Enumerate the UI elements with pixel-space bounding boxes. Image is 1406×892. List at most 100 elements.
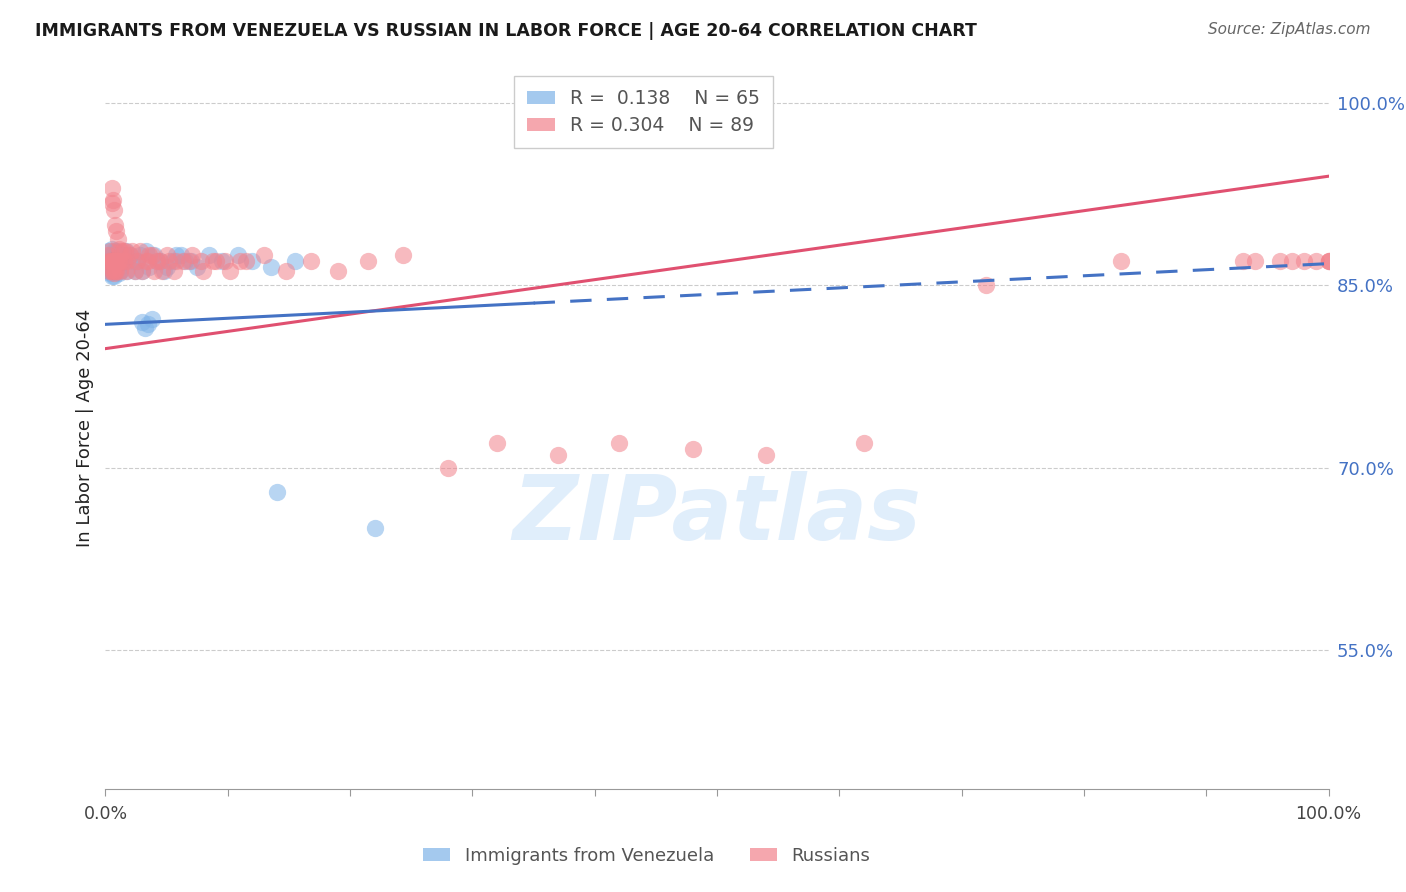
Point bbox=[156, 248, 179, 262]
Point bbox=[104, 264, 127, 278]
Point bbox=[198, 248, 221, 262]
Point bbox=[98, 264, 121, 278]
Point bbox=[177, 254, 200, 268]
Point bbox=[108, 266, 131, 280]
Point bbox=[202, 254, 225, 268]
Text: ZIPatlas: ZIPatlas bbox=[513, 471, 921, 559]
Point bbox=[136, 254, 159, 268]
Point bbox=[240, 254, 263, 268]
Point bbox=[103, 254, 125, 268]
Point bbox=[105, 254, 128, 268]
Point bbox=[266, 484, 288, 499]
Point bbox=[190, 254, 212, 268]
Point bbox=[135, 244, 157, 259]
Point bbox=[101, 254, 124, 268]
Point bbox=[110, 254, 132, 268]
Point bbox=[104, 264, 127, 278]
Point bbox=[138, 248, 160, 262]
Point bbox=[107, 264, 129, 278]
Point bbox=[103, 203, 125, 218]
Point bbox=[107, 232, 129, 246]
Point bbox=[105, 224, 128, 238]
Point bbox=[181, 248, 204, 262]
Legend: R =  0.138    N = 65, R = 0.304    N = 89: R = 0.138 N = 65, R = 0.304 N = 89 bbox=[515, 77, 773, 148]
Point bbox=[98, 244, 121, 259]
Point bbox=[211, 254, 233, 268]
Point bbox=[149, 254, 172, 268]
Point bbox=[1317, 254, 1340, 268]
Point bbox=[98, 248, 121, 262]
Point bbox=[135, 254, 157, 268]
Point bbox=[97, 244, 120, 259]
Point bbox=[193, 264, 215, 278]
Point bbox=[170, 248, 193, 262]
Point bbox=[204, 254, 226, 268]
Point bbox=[1268, 254, 1291, 268]
Point bbox=[607, 436, 630, 450]
Point bbox=[136, 318, 159, 332]
Point bbox=[117, 254, 139, 268]
Point bbox=[157, 254, 180, 268]
Point bbox=[276, 264, 298, 278]
Point bbox=[172, 254, 194, 268]
Point bbox=[108, 244, 131, 259]
Point bbox=[235, 254, 257, 268]
Point bbox=[105, 264, 128, 278]
Point bbox=[100, 195, 122, 210]
Point bbox=[108, 254, 131, 268]
Point bbox=[134, 321, 156, 335]
Point bbox=[101, 248, 124, 262]
Point bbox=[219, 264, 242, 278]
Point bbox=[111, 244, 134, 259]
Point bbox=[163, 264, 186, 278]
Point bbox=[103, 254, 125, 268]
Point bbox=[1317, 254, 1340, 268]
Point bbox=[114, 244, 136, 259]
Point bbox=[100, 242, 122, 256]
Point bbox=[485, 436, 508, 450]
Point bbox=[101, 264, 124, 278]
Point bbox=[357, 254, 380, 268]
Text: IMMIGRANTS FROM VENEZUELA VS RUSSIAN IN LABOR FORCE | AGE 20-64 CORRELATION CHAR: IMMIGRANTS FROM VENEZUELA VS RUSSIAN IN … bbox=[35, 22, 977, 40]
Point bbox=[101, 254, 124, 268]
Point bbox=[110, 248, 132, 262]
Point bbox=[98, 254, 121, 268]
Point bbox=[682, 442, 704, 457]
Legend: Immigrants from Venezuela, Russians: Immigrants from Venezuela, Russians bbox=[416, 840, 877, 872]
Point bbox=[127, 254, 149, 268]
Text: Source: ZipAtlas.com: Source: ZipAtlas.com bbox=[1208, 22, 1371, 37]
Point bbox=[118, 248, 141, 262]
Text: 0.0%: 0.0% bbox=[83, 805, 128, 822]
Point bbox=[100, 264, 122, 278]
Point bbox=[98, 254, 121, 268]
Point bbox=[100, 268, 122, 283]
Point bbox=[156, 260, 179, 275]
Point bbox=[107, 248, 129, 262]
Point bbox=[1294, 254, 1316, 268]
Point bbox=[1232, 254, 1254, 268]
Point bbox=[97, 248, 120, 262]
Y-axis label: In Labor Force | Age 20-64: In Labor Force | Age 20-64 bbox=[76, 309, 94, 548]
Point bbox=[117, 264, 139, 278]
Point bbox=[146, 254, 169, 268]
Point bbox=[124, 264, 146, 278]
Point bbox=[107, 254, 129, 268]
Point bbox=[124, 264, 146, 278]
Point bbox=[128, 244, 150, 259]
Point bbox=[363, 521, 385, 535]
Point bbox=[114, 254, 136, 268]
Point bbox=[108, 248, 131, 262]
Point bbox=[100, 254, 122, 268]
Point bbox=[108, 264, 131, 278]
Point bbox=[153, 264, 176, 278]
Point bbox=[229, 254, 252, 268]
Point bbox=[284, 254, 307, 268]
Point bbox=[1305, 254, 1327, 268]
Point bbox=[105, 254, 128, 268]
Point bbox=[755, 449, 778, 463]
Point bbox=[131, 315, 153, 329]
Point bbox=[100, 254, 122, 268]
Point bbox=[101, 254, 124, 268]
Point bbox=[101, 254, 124, 268]
Point bbox=[127, 254, 149, 268]
